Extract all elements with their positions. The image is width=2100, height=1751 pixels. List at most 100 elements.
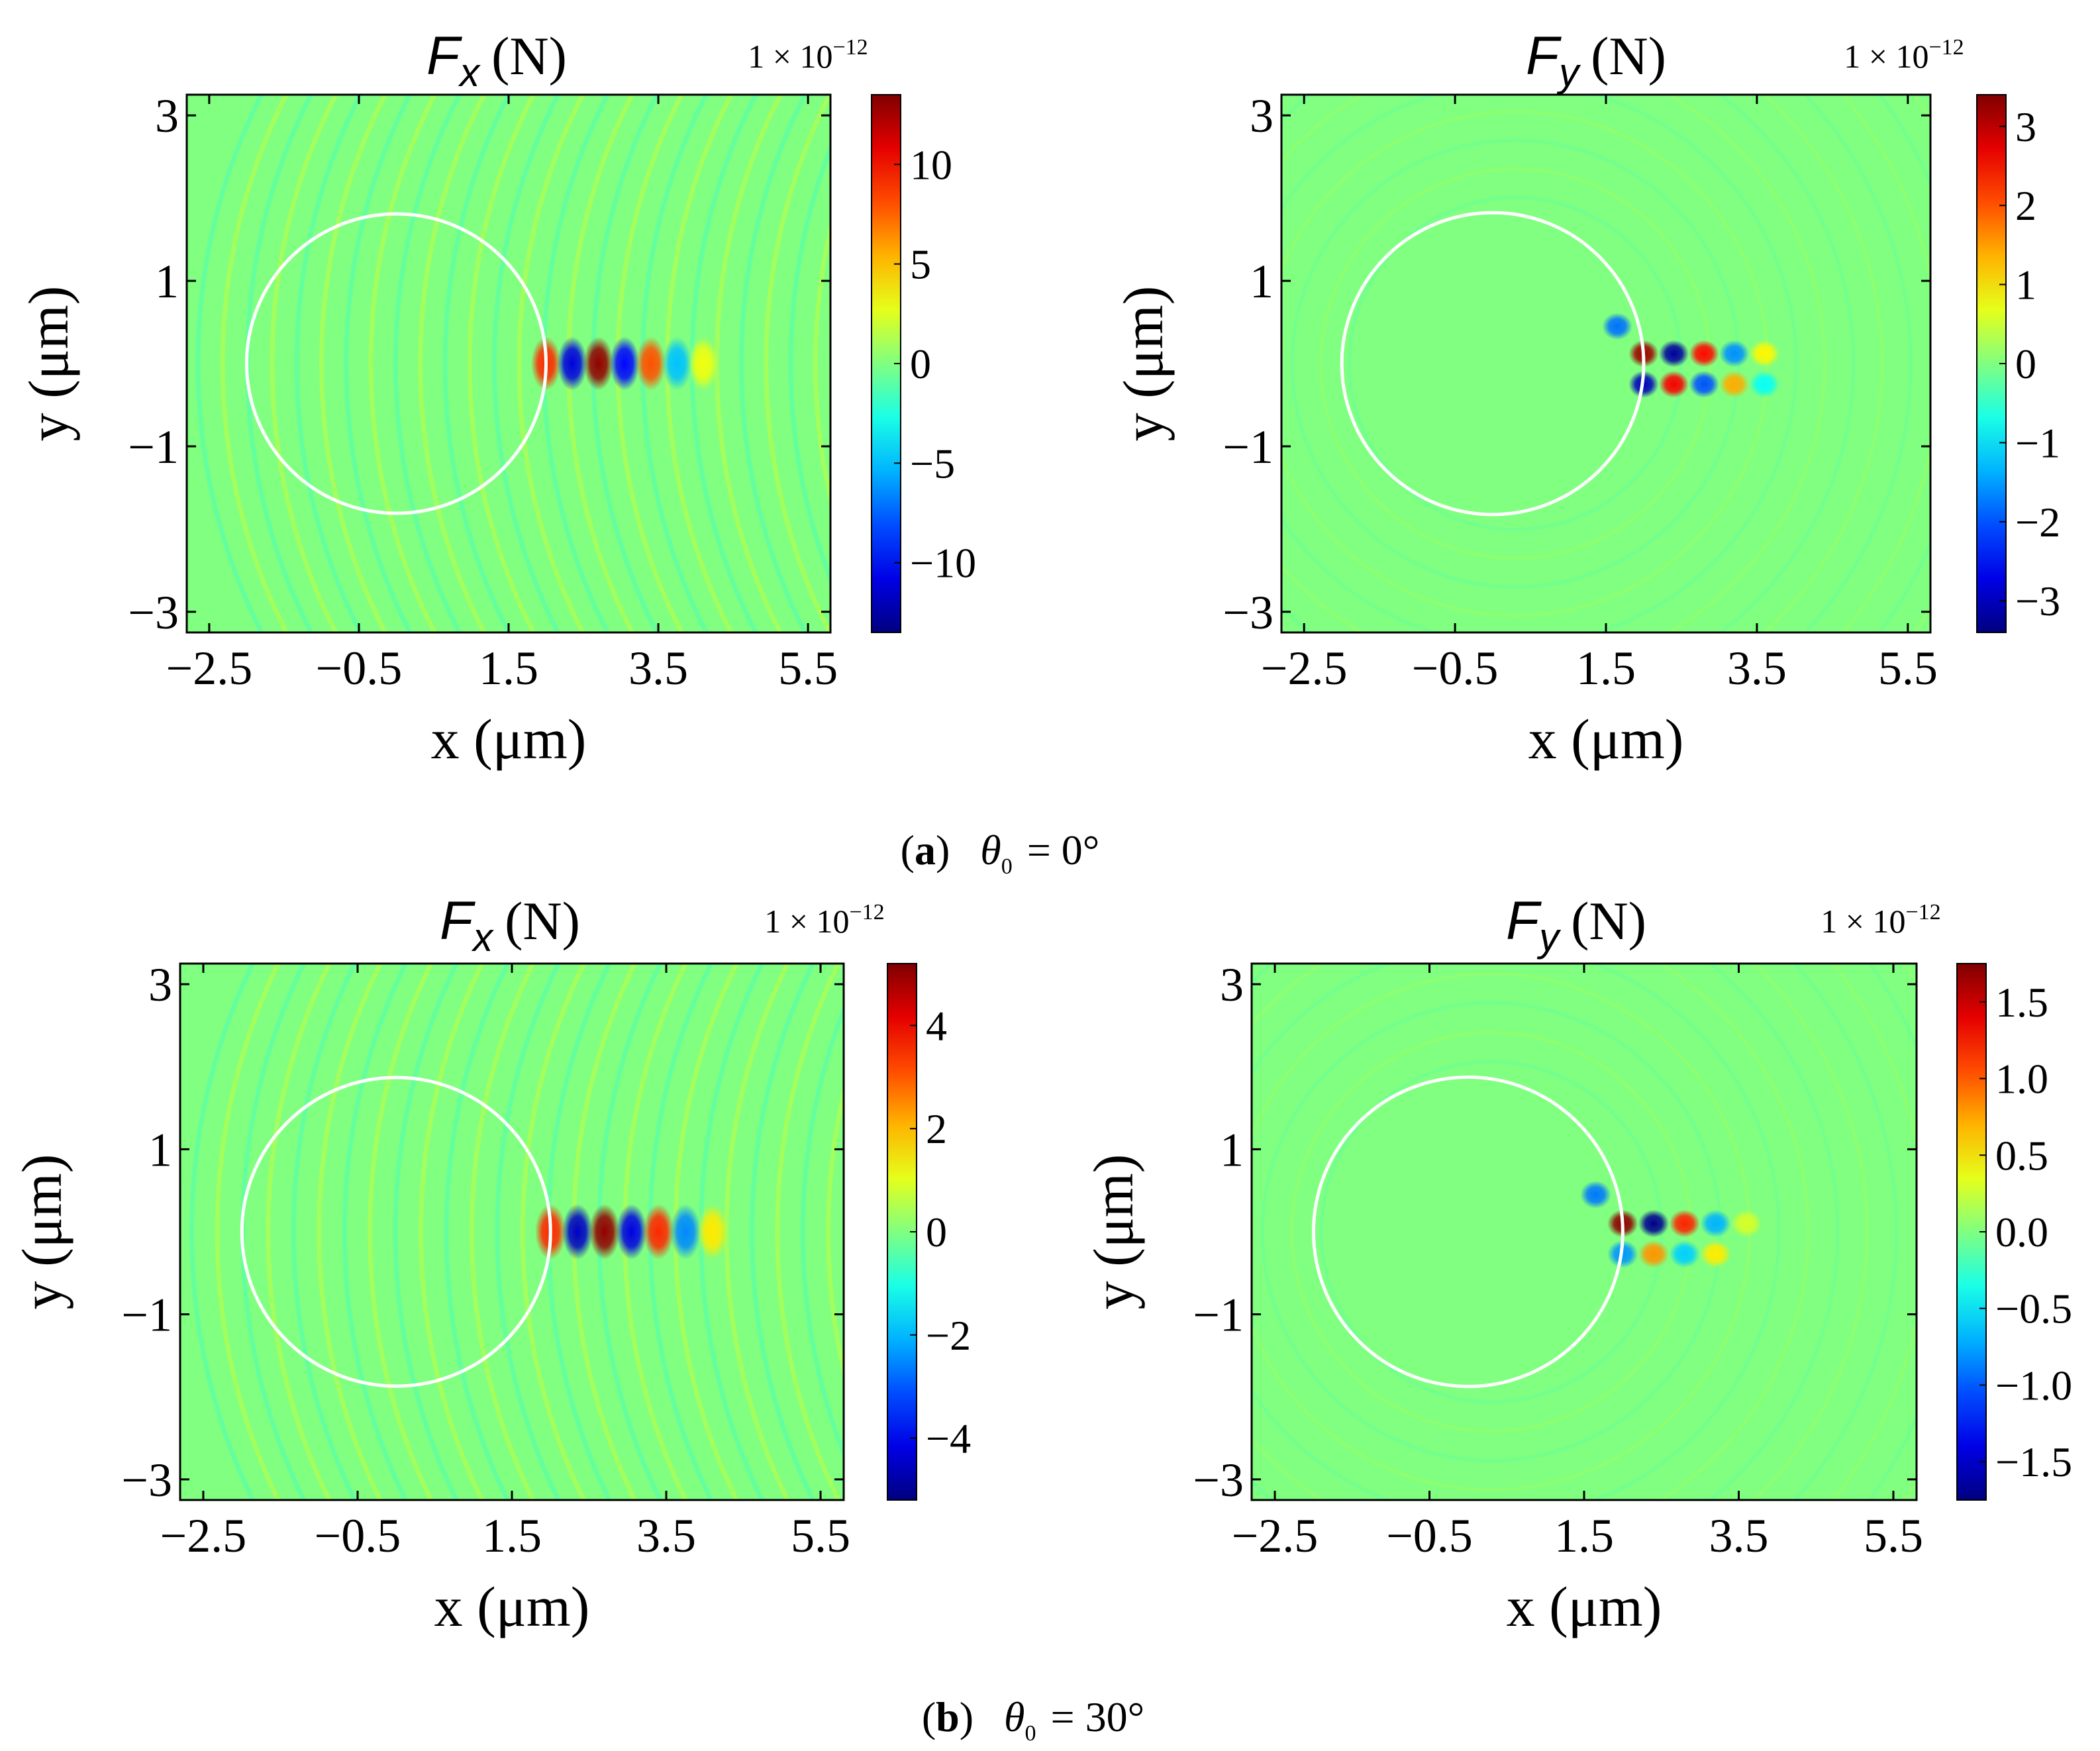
wave-fringe [521, 964, 587, 1500]
plot-background [187, 95, 830, 632]
x-tick-label: 1.5 [1576, 642, 1636, 695]
heatmap-field [1252, 964, 1917, 1500]
x-tick-label: 5.5 [1864, 1509, 1923, 1562]
svg-text:(a) θ0 = 0°: (a) θ0 = 0° [901, 826, 1100, 879]
colorbar-tick-label: 0 [926, 1209, 947, 1256]
wave-fringe [1252, 964, 1781, 1500]
wave-fringe [1252, 964, 1840, 1500]
x-tick-label: 1.5 [479, 642, 538, 695]
data-spot [1689, 340, 1719, 368]
data-spot [589, 1204, 621, 1260]
colorbar-tick-label: 0 [910, 340, 931, 387]
y-tick-label: 1 [155, 255, 179, 308]
wave-fringe [393, 95, 462, 632]
wave-fringe [750, 964, 816, 1500]
colorbar-tick-label: 5 [910, 241, 931, 288]
caption-letter: b [936, 1693, 960, 1740]
wave-fringe [1281, 95, 1856, 632]
x-tick-label: −0.5 [1386, 1509, 1473, 1562]
wave-fringe [195, 95, 265, 632]
caption-angle: θ [1004, 1693, 1025, 1740]
wave-fringe [1803, 95, 1913, 632]
x-tick-label: 1.5 [482, 1509, 542, 1562]
y-axis-label: y (μm) [1111, 286, 1175, 442]
x-axis-label: x (μm) [1528, 707, 1684, 771]
colorbar-tick-label: −4 [926, 1415, 971, 1462]
plot-background [180, 964, 844, 1500]
data-spot [688, 336, 719, 391]
plot-background [1281, 95, 1930, 632]
data-spot [1700, 1240, 1731, 1268]
scale-label: 1 × 10−12 [1821, 900, 1940, 940]
data-spot [1638, 1209, 1670, 1238]
x-tick-label: 3.5 [1727, 642, 1787, 695]
x-tick-label: 3.5 [636, 1509, 696, 1562]
x-axis-label: x (μm) [434, 1575, 590, 1638]
x-tick-label: −0.5 [1412, 642, 1499, 695]
data-spot [636, 336, 666, 391]
colorbar-tick-label: −3 [2015, 577, 2060, 625]
wave-fringe [492, 95, 561, 632]
y-tick-label: 1 [148, 1123, 172, 1176]
wave-fringe [1752, 964, 1869, 1500]
y-tick-label: 1 [1250, 255, 1274, 308]
y-tick-label: −1 [1193, 1289, 1244, 1342]
wave-fringe [495, 964, 562, 1500]
wave-fringe [215, 964, 281, 1500]
wave-fringe [189, 964, 256, 1500]
wave-fringe [393, 964, 460, 1500]
wave-fringe [270, 95, 339, 632]
wave-fringe [368, 95, 438, 632]
y-axis-label: y (μm) [1081, 1154, 1145, 1310]
data-spot [643, 1204, 674, 1260]
y-tick-label: −1 [128, 421, 179, 474]
x-tick-label: 5.5 [1878, 642, 1938, 695]
x-tick-label: −2.5 [1261, 642, 1348, 695]
wave-fringe [419, 964, 485, 1500]
colorbar-tick-label: 3 [2015, 103, 2036, 150]
y-tick-label: −1 [1223, 421, 1274, 474]
x-tick-label: −2.5 [1232, 1509, 1319, 1562]
data-spot [1658, 370, 1689, 398]
colorbar-tick-label: 10 [910, 141, 952, 188]
y-tick-label: −3 [1193, 1454, 1244, 1507]
x-tick-label: −0.5 [316, 642, 403, 695]
colorbar-tick-label: −5 [910, 440, 955, 487]
panel-title: Fx (N) [440, 891, 580, 960]
panel-title: Fx (N) [426, 26, 567, 95]
caption-b: (b) θ0 = 30° [922, 1693, 1144, 1746]
wave-fringe [418, 95, 487, 632]
y-tick-label: −3 [128, 586, 179, 639]
data-spot [557, 336, 587, 391]
x-tick-label: 3.5 [1709, 1509, 1768, 1562]
wave-fringe [342, 964, 409, 1500]
data-spot [697, 1204, 728, 1260]
wave-fringe [444, 964, 511, 1500]
x-tick-label: −0.5 [315, 1509, 401, 1562]
data-spot [662, 336, 692, 391]
panel-a-fy: Fy (N) 1 × 10−12 −2.5 −0.5 1.5 3.5 5.5 −3 −1 1 3 x… [1111, 26, 2060, 771]
wave-fringe [788, 142, 830, 585]
colorbar-tick-label: 1.0 [1995, 1056, 2048, 1103]
panel-title: Fy (N) [1506, 891, 1646, 960]
x-axis-label: x (μm) [1507, 1575, 1662, 1638]
x-tick-label: 3.5 [628, 642, 688, 695]
wave-fringe [813, 219, 830, 508]
colorbar-tick-label: −2 [926, 1312, 971, 1359]
wave-fringe [467, 95, 536, 632]
data-spot [609, 336, 640, 391]
data-spot [1658, 340, 1689, 368]
data-spot [1689, 370, 1719, 398]
y-tick-label: −3 [1223, 586, 1274, 639]
colorbar-tick-label: 0.0 [1995, 1209, 2048, 1256]
colorbar-tick-label: −0.5 [1995, 1285, 2072, 1332]
data-spot [616, 1204, 647, 1260]
particle-circle [1340, 211, 1646, 517]
wave-fringe [220, 95, 289, 632]
x-tick-label: 1.5 [1554, 1509, 1614, 1562]
scale-label: 1 × 10−12 [1844, 35, 1964, 75]
wave-fringe [826, 1083, 844, 1380]
data-spot [1749, 370, 1780, 398]
wave-fringe [442, 95, 512, 632]
